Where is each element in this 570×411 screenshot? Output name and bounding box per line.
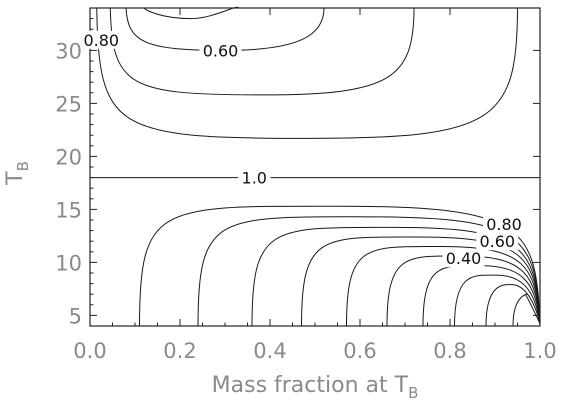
x-tick-label: 0.2 bbox=[163, 339, 196, 363]
contour-label: 1.0 bbox=[242, 169, 267, 188]
y-tick-label: 5 bbox=[69, 304, 82, 328]
contour-label-bg bbox=[199, 41, 242, 60]
plot-frame bbox=[89, 7, 541, 327]
x-tick-label: 0.8 bbox=[433, 339, 466, 363]
contour-label: 0.40 bbox=[446, 249, 482, 268]
contour-lines bbox=[90, 6, 541, 327]
lower-contour-line bbox=[485, 284, 541, 327]
lower-contour-line bbox=[139, 205, 541, 327]
lower-contour-line bbox=[454, 274, 541, 327]
contour-labels: 0.600.801.00.800.600.40 bbox=[80, 30, 525, 268]
contour-label: 0.60 bbox=[479, 232, 515, 251]
contour-label: 0.80 bbox=[83, 31, 119, 50]
contour-label: 0.80 bbox=[486, 215, 522, 234]
contour-label-bg bbox=[238, 168, 271, 187]
lower-contour-line bbox=[346, 245, 541, 327]
x-tick-label: 0.0 bbox=[73, 339, 106, 363]
upper-contour-line bbox=[96, 7, 518, 139]
x-axis-title: Mass fraction at TB bbox=[212, 373, 419, 402]
contour-label-bg bbox=[483, 215, 525, 234]
y-tick-label: 10 bbox=[55, 251, 82, 275]
y-tick-label: 15 bbox=[55, 198, 82, 222]
y-tick-label: 20 bbox=[55, 145, 82, 169]
x-tick-label: 0.6 bbox=[343, 339, 376, 363]
y-tick-label: 25 bbox=[55, 92, 82, 116]
contour-label: 0.60 bbox=[203, 41, 239, 60]
contour-label-bg bbox=[476, 232, 519, 251]
lower-contour-line bbox=[512, 293, 541, 327]
x-tick-label: 1.0 bbox=[523, 339, 556, 363]
x-tick-label: 0.4 bbox=[253, 339, 286, 363]
tick-labels: 0.0 0.2 0.4 0.6 0.8 1.0 5 10 15 20 25 30 bbox=[55, 39, 556, 363]
lower-contour-line bbox=[301, 236, 541, 327]
lower-contour-line bbox=[251, 226, 541, 327]
contour-label-bg bbox=[442, 249, 485, 268]
axis-ticks bbox=[89, 8, 541, 326]
upper-contour-line bbox=[109, 7, 415, 96]
lower-contour-line bbox=[197, 216, 541, 327]
upper-contour-line bbox=[143, 6, 239, 20]
y-tick-label: 30 bbox=[55, 39, 82, 63]
contour-label-bg bbox=[80, 30, 123, 49]
y-axis-title: TB bbox=[3, 161, 32, 186]
